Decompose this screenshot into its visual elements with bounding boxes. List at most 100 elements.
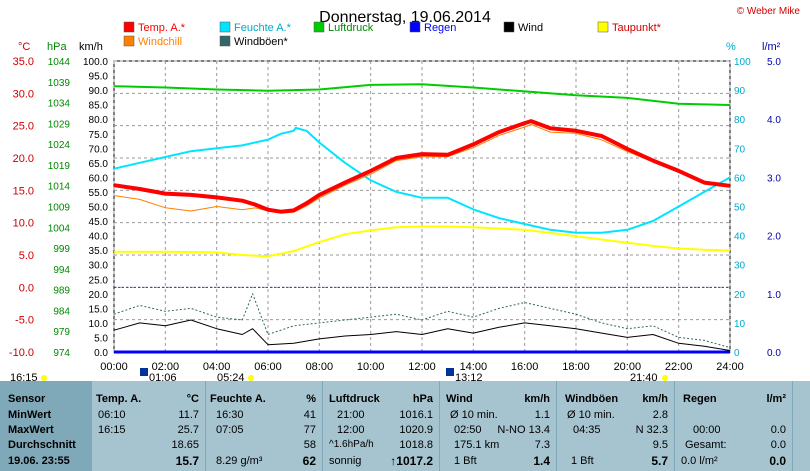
edge-col: [793, 381, 810, 471]
marker-label: 13:12: [455, 372, 483, 381]
x-tick-label: 22:00: [665, 361, 693, 373]
marker-label: 16:15: [10, 372, 38, 381]
hum-unit: %: [306, 393, 316, 405]
rain-tick-label: 2.0: [767, 232, 781, 243]
temp-unit: °C: [186, 393, 199, 405]
press-trend: ^1.6hPa/h: [329, 439, 374, 450]
series-line-windchill: [113, 123, 731, 214]
wind-bft: 1 Bft: [454, 455, 477, 467]
gust-max-time: 04:35: [573, 424, 601, 436]
series-line-feuchtea: [113, 126, 731, 234]
x-tick-label: 16:00: [511, 361, 539, 373]
gust-unit: km/h: [642, 393, 668, 405]
wind-tick-label: 90.0: [89, 86, 109, 97]
credit-label: © Weber Mike: [737, 6, 801, 17]
temp-unit-label: °C: [18, 41, 30, 53]
humidity-tick-label: 80: [734, 115, 746, 126]
legend-swatch: [503, 21, 515, 33]
marker-label: 01:06: [149, 372, 177, 381]
hpa-tick-label: 1024: [48, 140, 71, 151]
hpa-tick-label: 1004: [48, 223, 71, 234]
rain-col: Regen l/m² 00:00 0.0 Gesamt: 0.0 0.0 l/m…: [675, 381, 792, 471]
legend-label: Regen: [424, 22, 456, 34]
legend-label: Temp. A.*: [138, 22, 186, 34]
hum-header: Feuchte A.: [210, 393, 266, 405]
legend-swatch: [597, 21, 609, 33]
x-tick-label: 20:00: [614, 361, 642, 373]
hpa-tick-label: 1034: [48, 99, 71, 110]
rain-tick-label: 3.0: [767, 173, 781, 184]
humidity-tick-label: 60: [734, 173, 746, 184]
temp-tick-label: 0.0: [19, 282, 34, 294]
wind-unit-label: km/h: [79, 41, 103, 53]
temp-tick-label: 20.0: [13, 153, 34, 165]
legend-label: Feuchte A.*: [234, 22, 292, 34]
wind-tick-label: 0.0: [94, 348, 108, 359]
temp-tick-label: 5.0: [19, 250, 34, 262]
humidity-tick-label: 10: [734, 319, 746, 330]
temp-tick-label: -10.0: [9, 347, 34, 359]
rain-amount: 0.0 l/m²: [681, 455, 718, 467]
rain-current: 0.0: [769, 454, 786, 468]
hpa-tick-label: 1009: [48, 202, 71, 213]
x-tick-label: 00:00: [100, 361, 128, 373]
hpa-tick-label: 1019: [48, 161, 71, 172]
wind-avg-value: 1.1: [534, 409, 550, 421]
hum-avg: 58: [303, 439, 316, 451]
rain-time: 00:00: [693, 424, 721, 436]
press-min-value: 1016.1: [399, 409, 433, 421]
press-header: Luftdruck: [329, 393, 380, 405]
page-title: Donnerstag, 19.06.2014: [319, 9, 491, 26]
hpa-tick-label: 974: [53, 348, 70, 359]
hpa-unit-label: hPa: [47, 41, 67, 53]
row-current: 19.06. 23:55: [8, 455, 70, 467]
wind-tick-label: 15.0: [89, 304, 109, 315]
hpa-tick-label: 1044: [48, 57, 71, 68]
series-line-taupunkt: [114, 225, 731, 258]
legend-swatch: [123, 21, 135, 33]
wind-tick-label: 25.0: [89, 275, 109, 286]
hpa-tick-label: 979: [53, 327, 70, 338]
legend-label: Wind: [518, 22, 543, 34]
temp-tick-label: 15.0: [13, 185, 34, 197]
wind-tick-label: 100.0: [83, 57, 108, 68]
hpa-tick-label: 984: [53, 306, 70, 317]
hum-current: 62: [302, 454, 316, 468]
humidity-tick-label: 70: [734, 144, 746, 155]
legend-label: Windböen*: [234, 36, 289, 48]
hum-max-value: 77: [303, 424, 316, 436]
hpa-tick-label: 994: [53, 265, 70, 276]
x-tick-label: 06:00: [254, 361, 282, 373]
gust-avg-value: 2.8: [652, 409, 668, 421]
gust-header: Windböen: [565, 393, 619, 405]
wind-tick-label: 30.0: [89, 261, 109, 272]
gust-avg-label: Ø 10 min.: [567, 409, 615, 421]
humidity-tick-label: 50: [734, 203, 746, 214]
legend-swatch: [409, 21, 421, 33]
marker-label: 05:24: [217, 372, 245, 381]
sun-marker-icon: [662, 375, 668, 381]
wind-tick-label: 45.0: [89, 217, 109, 228]
legend-swatch: [219, 21, 231, 33]
temp-current: 15.7: [175, 454, 199, 468]
wind-mean: 7.3: [534, 439, 550, 451]
temp-col: Temp. A. °C 06:10 11.7 16:15 25.7 18.65 …: [92, 381, 205, 471]
wind-col: Wind km/h Ø 10 min. 1.1 02:50 N-NO 13.4 …: [440, 381, 556, 471]
wind-tick-label: 65.0: [89, 159, 109, 170]
moon-marker-icon: [446, 368, 454, 376]
humidity-tick-label: 40: [734, 232, 746, 243]
x-tick-label: 18:00: [562, 361, 590, 373]
wind-tick-label: 60.0: [89, 173, 109, 184]
pressure-col: Luftdruck hPa 21:00 1016.1 12:00 1020.9 …: [323, 381, 439, 471]
wind-tick-label: 55.0: [89, 188, 109, 199]
press-avg: 1018.8: [399, 439, 433, 451]
x-tick-label: 14:00: [460, 361, 488, 373]
temp-avg: 18.65: [171, 439, 199, 451]
temp-tick-label: -5.0: [15, 315, 34, 327]
press-min-time: 21:00: [337, 409, 365, 421]
temp-max-value: 25.7: [177, 424, 199, 436]
row-max: MaxWert: [8, 424, 54, 436]
sun-marker-icon: [41, 375, 47, 381]
row-min: MinWert: [8, 409, 52, 421]
rain-total-label: Gesamt:: [685, 439, 727, 451]
